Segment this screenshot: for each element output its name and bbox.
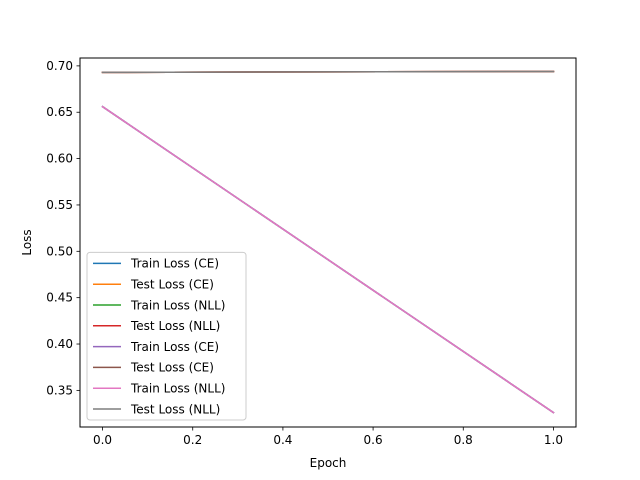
x-tick-label: 0.8 bbox=[454, 433, 473, 447]
legend-label-7: Train Loss (NLL) bbox=[130, 382, 225, 396]
y-tick-label: 0.40 bbox=[46, 337, 73, 351]
x-axis-title: Epoch bbox=[310, 456, 347, 470]
x-tick-label: 0.6 bbox=[364, 433, 383, 447]
legend: Train Loss (CE) Test Loss (CE) Train Loss … bbox=[86, 251, 247, 421]
y-tick-label: 0.35 bbox=[46, 383, 73, 397]
x-axis-ticks: 0.0 0.2 0.4 0.6 0.8 1.0 bbox=[93, 427, 563, 447]
series-line-8-test-loss-nll bbox=[101, 70, 555, 74]
legend-label-5: Train Loss (CE) bbox=[130, 340, 219, 354]
y-tick-label: 0.45 bbox=[46, 291, 73, 305]
x-tick-label: 0.0 bbox=[93, 433, 112, 447]
legend-label-3: Train Loss (NLL) bbox=[130, 298, 225, 312]
x-tick-label: 0.4 bbox=[273, 433, 292, 447]
series-line-7-train-loss-nll bbox=[101, 105, 555, 414]
y-tick-label: 0.50 bbox=[46, 244, 73, 258]
x-tick-label: 0.2 bbox=[183, 433, 202, 447]
axes-frame bbox=[79, 57, 577, 428]
y-tick-label: 0.65 bbox=[46, 105, 73, 119]
legend-label-2: Test Loss (CE) bbox=[130, 278, 214, 292]
y-axis-ticks: 0.35 0.40 0.45 0.50 0.55 0.60 0.65 0.70 bbox=[46, 59, 80, 397]
y-tick-label: 0.55 bbox=[46, 198, 73, 212]
legend-label-4: Test Loss (NLL) bbox=[130, 319, 220, 333]
legend-label-8: Test Loss (NLL) bbox=[130, 402, 220, 416]
plot-area bbox=[79, 57, 577, 428]
legend-box bbox=[86, 251, 247, 421]
y-axis-title: Loss bbox=[20, 229, 34, 255]
legend-label-6: Test Loss (CE) bbox=[130, 361, 214, 375]
series-layer bbox=[101, 70, 555, 414]
y-tick-label: 0.60 bbox=[46, 152, 73, 166]
legend-label-1: Train Loss (CE) bbox=[130, 257, 219, 271]
x-tick-label: 1.0 bbox=[544, 433, 563, 447]
y-tick-label: 0.70 bbox=[46, 59, 73, 73]
